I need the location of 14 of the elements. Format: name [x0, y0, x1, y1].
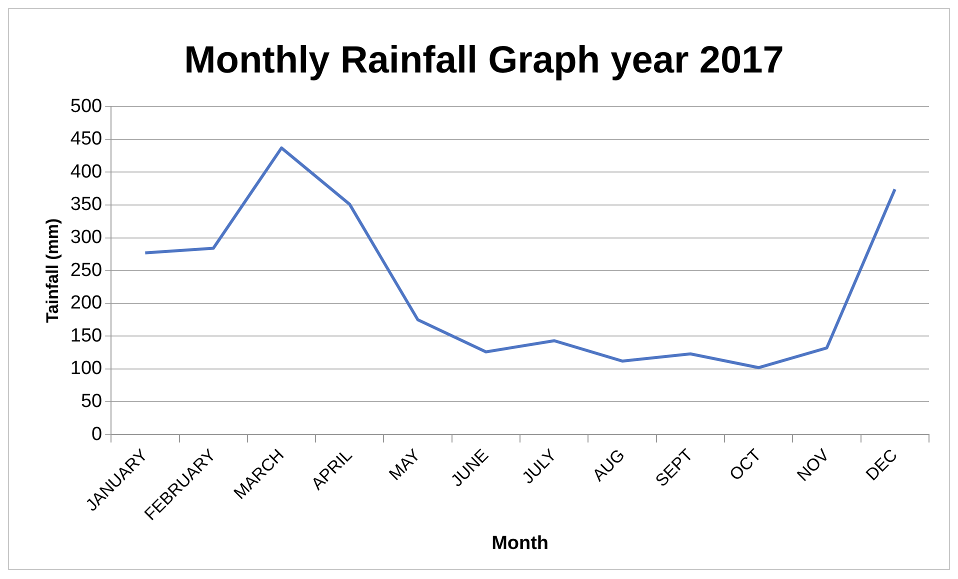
y-tick-label: 150	[70, 325, 102, 346]
y-tick-label: 200	[70, 292, 102, 314]
y-tick-label: 350	[70, 194, 102, 216]
y-tick-label: 400	[70, 161, 102, 182]
y-tick-label: 500	[70, 96, 102, 117]
y-tick-label: 450	[70, 128, 102, 150]
y-tick-label: 0	[92, 424, 102, 445]
x-axis-title: Month	[492, 532, 549, 554]
y-tick-label: 50	[80, 390, 102, 412]
chart-title: Monthly Rainfall Graph year 2017	[184, 39, 784, 82]
y-tick-label: 300	[70, 227, 102, 248]
y-tick-label: 250	[70, 260, 102, 281]
y-axis-title: Tainfall (mm)	[42, 218, 62, 323]
y-tick-label: 100	[70, 358, 102, 380]
